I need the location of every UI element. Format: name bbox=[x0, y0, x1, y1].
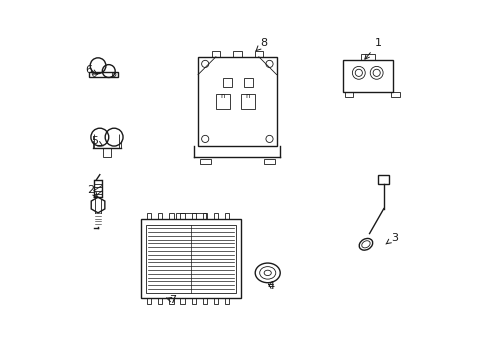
Bar bbox=[198, 57, 276, 146]
Bar bbox=[254, 51, 263, 57]
Bar bbox=[200, 158, 210, 164]
Bar bbox=[224, 298, 229, 304]
Bar bbox=[180, 298, 184, 304]
Bar bbox=[203, 213, 206, 219]
Bar bbox=[191, 213, 196, 219]
Bar bbox=[378, 175, 388, 184]
Bar bbox=[141, 219, 241, 298]
Bar bbox=[169, 298, 173, 304]
Bar bbox=[158, 213, 162, 219]
Text: n: n bbox=[221, 93, 225, 99]
Text: 6: 6 bbox=[85, 65, 98, 75]
Bar bbox=[360, 54, 374, 60]
Text: 1: 1 bbox=[364, 38, 381, 59]
Text: 3: 3 bbox=[385, 233, 397, 244]
Bar bbox=[390, 93, 399, 97]
Bar bbox=[203, 298, 206, 304]
Text: 7: 7 bbox=[166, 295, 176, 305]
Bar bbox=[224, 213, 229, 219]
Bar bbox=[180, 213, 184, 219]
Text: 5: 5 bbox=[91, 136, 103, 146]
Text: 4: 4 bbox=[267, 281, 274, 291]
Bar bbox=[211, 51, 220, 57]
Bar bbox=[342, 60, 392, 93]
Bar bbox=[89, 72, 118, 77]
Bar bbox=[233, 51, 241, 57]
Text: n: n bbox=[245, 93, 250, 99]
Bar bbox=[344, 93, 353, 97]
Text: 2: 2 bbox=[87, 185, 97, 197]
Text: 8: 8 bbox=[255, 38, 267, 51]
Bar bbox=[191, 298, 196, 304]
Bar bbox=[214, 298, 218, 304]
Bar bbox=[241, 94, 255, 109]
Bar bbox=[158, 298, 162, 304]
Bar bbox=[244, 78, 253, 87]
Bar bbox=[216, 94, 230, 109]
Bar bbox=[103, 148, 110, 157]
Bar bbox=[147, 298, 151, 304]
Bar bbox=[214, 213, 218, 219]
Bar bbox=[264, 158, 274, 164]
Bar bbox=[176, 213, 205, 219]
Bar bbox=[146, 225, 235, 293]
Bar bbox=[147, 213, 151, 219]
Bar bbox=[169, 213, 173, 219]
Bar bbox=[223, 78, 231, 87]
